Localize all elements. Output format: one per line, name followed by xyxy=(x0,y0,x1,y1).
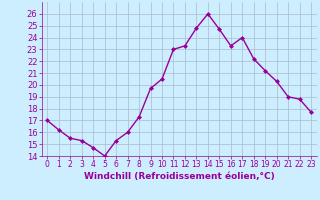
X-axis label: Windchill (Refroidissement éolien,°C): Windchill (Refroidissement éolien,°C) xyxy=(84,172,275,181)
